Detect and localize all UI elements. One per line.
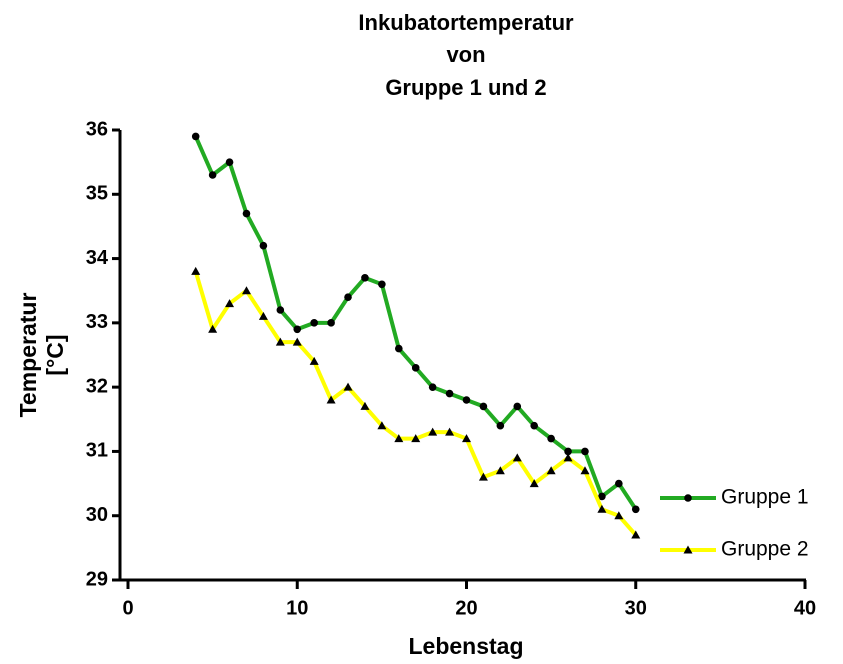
- x-tick-label: 20: [455, 597, 477, 619]
- y-axis-label: Temperatur: [15, 293, 41, 418]
- data-point: [259, 241, 268, 250]
- data-point: [191, 132, 200, 141]
- data-point: [242, 209, 251, 218]
- data-point: [395, 344, 403, 353]
- data-point: [394, 434, 404, 443]
- data-point: [411, 434, 421, 443]
- data-point: [530, 421, 538, 430]
- data-point: [564, 447, 572, 456]
- data-point: [495, 466, 505, 475]
- data-point: [529, 479, 539, 488]
- x-tick-label: 10: [286, 597, 308, 619]
- data-point: [631, 530, 641, 539]
- legend-marker: [684, 494, 692, 502]
- data-point: [360, 401, 370, 410]
- y-tick-label: 29: [86, 568, 108, 590]
- data-point: [512, 453, 522, 462]
- data-point: [614, 511, 624, 520]
- y-tick-label: 36: [86, 118, 108, 140]
- data-point: [428, 427, 438, 436]
- x-tick-label: 40: [794, 597, 816, 619]
- data-point: [258, 311, 268, 320]
- data-point: [445, 389, 454, 398]
- y-tick-label: 31: [86, 440, 108, 462]
- y-tick-label: 33: [86, 311, 108, 333]
- chart-title: Inkubatortemperatur: [358, 10, 574, 35]
- data-point: [225, 158, 234, 166]
- data-point: [327, 319, 335, 327]
- data-point: [445, 427, 455, 436]
- data-point: [513, 402, 522, 411]
- data-point: [547, 434, 555, 443]
- data-point: [546, 466, 556, 475]
- data-point: [292, 337, 302, 346]
- data-point: [191, 266, 201, 275]
- data-point: [563, 453, 573, 462]
- data-point: [428, 383, 437, 391]
- data-point: [597, 504, 607, 513]
- data-point: [208, 171, 217, 179]
- data-point: [411, 364, 420, 372]
- data-point: [310, 319, 318, 327]
- data-point: [378, 280, 386, 289]
- data-point: [225, 299, 235, 308]
- y-tick-label: 35: [86, 183, 108, 205]
- data-point: [361, 274, 369, 282]
- data-point: [377, 421, 387, 430]
- data-point: [615, 479, 623, 488]
- data-point: [581, 447, 589, 456]
- data-line: [193, 270, 638, 537]
- data-point: [631, 505, 640, 514]
- data-point: [241, 286, 251, 295]
- y-axis-label: [°C]: [42, 334, 68, 375]
- y-tick-label: 34: [86, 247, 109, 269]
- data-point: [275, 337, 285, 346]
- data-point: [276, 306, 285, 314]
- data-point: [462, 434, 471, 443]
- data-point: [293, 325, 302, 334]
- data-point: [598, 492, 606, 501]
- data-point: [462, 396, 471, 404]
- data-point: [479, 402, 488, 411]
- legend-label: Gruppe 2: [721, 538, 809, 561]
- y-tick-label: 30: [86, 504, 108, 526]
- x-tick-label: 0: [122, 597, 133, 619]
- data-point: [478, 472, 488, 481]
- y-tick-label: 32: [86, 375, 108, 397]
- legend-marker: [683, 545, 693, 554]
- x-tick-label: 30: [625, 597, 647, 619]
- x-axis-label: Lebenstag: [408, 633, 523, 659]
- data-point: [208, 324, 218, 333]
- data-point: [326, 395, 336, 404]
- chart-title: Gruppe 1 und 2: [385, 75, 546, 100]
- data-point: [309, 356, 319, 365]
- data-point: [344, 293, 352, 301]
- data-point: [496, 421, 505, 430]
- legend-label: Gruppe 1: [721, 486, 809, 509]
- chart-title: von: [446, 42, 485, 67]
- data-point: [580, 466, 590, 475]
- data-point: [343, 382, 353, 391]
